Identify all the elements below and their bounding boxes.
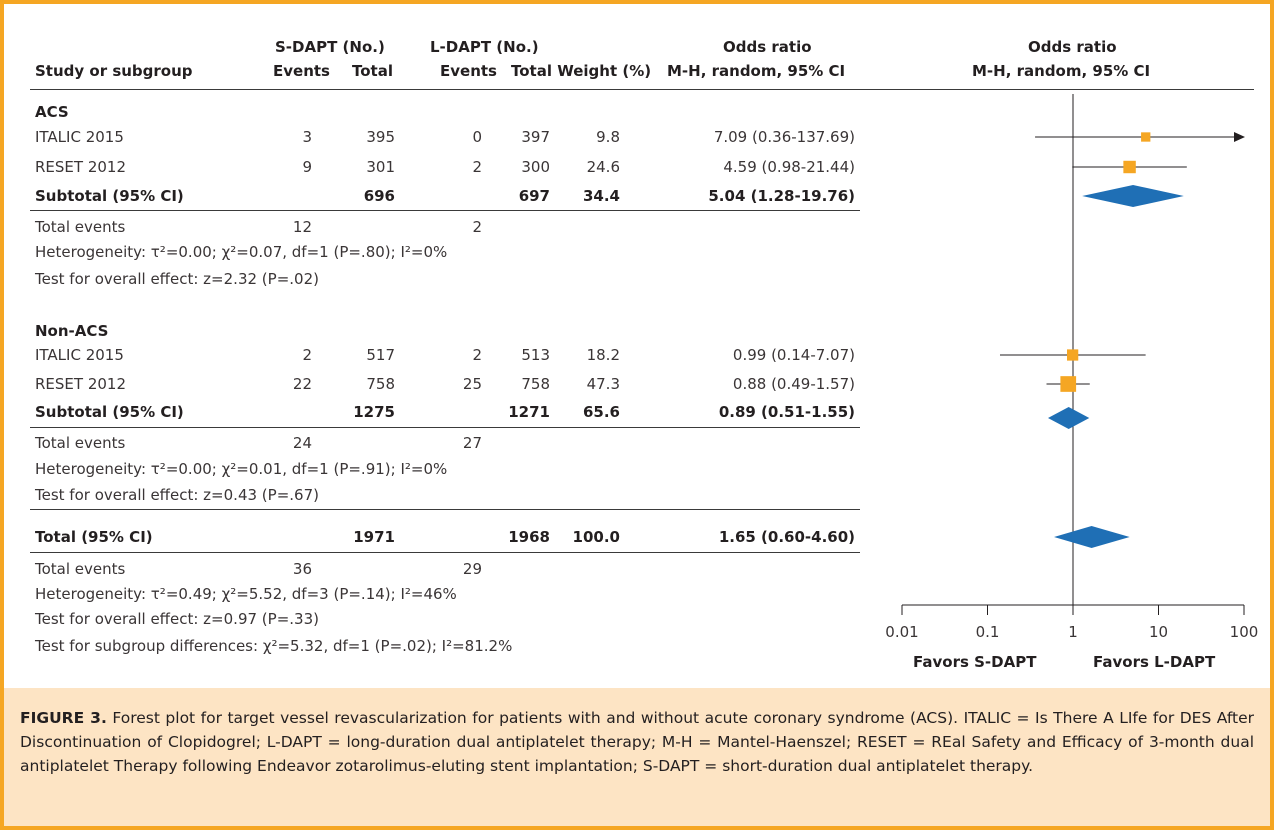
- weight: 9.8: [596, 128, 620, 146]
- overall-effect-text: Test for overall effect: z=2.32 (P=.02): [35, 270, 319, 288]
- x-tick-label: 1: [1068, 623, 1078, 641]
- weight: 18.2: [586, 346, 620, 364]
- heterogeneity-text: Heterogeneity: τ²=0.00; χ²=0.07, df=1 (P…: [35, 243, 448, 261]
- or-text: 0.99 (0.14-7.07): [732, 346, 855, 364]
- or-text: 0.88 (0.49-1.57): [732, 375, 855, 393]
- l-total: 397: [521, 128, 550, 146]
- subtotal-l-total: 697: [518, 187, 550, 205]
- group-rule: [30, 509, 860, 510]
- x-tick-label: 10: [1149, 623, 1168, 641]
- weight: 24.6: [586, 158, 620, 176]
- l-events: 2: [472, 158, 482, 176]
- study-name: ITALIC 2015: [35, 346, 124, 364]
- total-events-label: Total events: [35, 434, 126, 452]
- group-name: Non-ACS: [35, 322, 109, 340]
- pooled-diamond: [1047, 407, 1090, 429]
- total-rule: [30, 552, 860, 553]
- s-total: 758: [366, 375, 395, 393]
- total-events-s: 24: [292, 434, 312, 452]
- l-total: 300: [521, 158, 550, 176]
- x-tick-label: 100: [1230, 623, 1259, 641]
- l-events: 2: [472, 346, 482, 364]
- or-text: 4.59 (0.98-21.44): [723, 158, 855, 176]
- subtotal-rule: [30, 210, 860, 211]
- s-total: 517: [366, 346, 395, 364]
- total-label: Total (95% CI): [35, 528, 153, 546]
- overall-effect-text: Test for overall effect: z=0.43 (P=.67): [35, 486, 319, 504]
- heterogeneity-text: Heterogeneity: τ²=0.00; χ²=0.01, df=1 (P…: [35, 460, 448, 478]
- header-sdapt: S-DAPT (No.): [275, 38, 385, 56]
- subtotal-weight: 65.6: [582, 403, 620, 421]
- subtotal-weight: 34.4: [582, 187, 620, 205]
- total-or-text: 1.65 (0.60-4.60): [718, 528, 855, 546]
- subtotal-s-total: 1275: [353, 403, 395, 421]
- total-events-l: 27: [462, 434, 482, 452]
- l-total: 758: [521, 375, 550, 393]
- caption-label: FIGURE 3.: [20, 709, 107, 727]
- forest-plot-panel: [0, 0, 1274, 688]
- header-s-events: Events: [273, 62, 330, 80]
- subtotal-or-text: 5.04 (1.28-19.76): [708, 187, 855, 205]
- total-s-total: 1971: [353, 528, 395, 546]
- header-l-total-weight: Total Weight (%): [511, 62, 652, 80]
- header-l-events: Events: [440, 62, 497, 80]
- forest-plot: 0.01 0.1 1 10 100: [885, 94, 1259, 641]
- s-events: 9: [302, 158, 312, 176]
- total-events-s: 12: [292, 218, 312, 236]
- heterogeneity-text: Heterogeneity: τ²=0.49; χ²=5.52, df=3 (P…: [35, 585, 457, 603]
- study-name: ITALIC 2015: [35, 128, 124, 146]
- subtotal-label: Subtotal (95% CI): [35, 187, 184, 205]
- total-weight: 100.0: [572, 528, 620, 546]
- header-or-method-plot: M-H, random, 95% CI: [972, 62, 1151, 80]
- subtotal-or-text: 0.89 (0.51-1.55): [718, 403, 855, 421]
- s-events: 2: [302, 346, 312, 364]
- overall-effect-text: Test for overall effect: z=0.97 (P=.33): [35, 610, 319, 628]
- or-text: 7.09 (0.36-137.69): [713, 128, 855, 146]
- total-events-label: Total events: [35, 218, 126, 236]
- study-marker: [1141, 132, 1151, 142]
- study-marker: [1060, 376, 1077, 392]
- subtotal-label: Subtotal (95% CI): [35, 403, 184, 421]
- study-marker: [1123, 160, 1136, 174]
- weight: 47.3: [586, 375, 620, 393]
- favors-left-label: Favors S-DAPT: [913, 653, 1037, 671]
- subtotal-rule: [30, 427, 860, 428]
- header-s-total: Total: [352, 62, 393, 80]
- s-total: 301: [366, 158, 395, 176]
- subtotal-s-total: 696: [363, 187, 395, 205]
- subtotal-l-total: 1271: [508, 403, 550, 421]
- group-name: ACS: [35, 103, 69, 121]
- total-events-l: 2: [472, 218, 482, 236]
- l-total: 513: [521, 346, 550, 364]
- study-marker: [1067, 349, 1079, 361]
- total-events-l: 29: [462, 560, 482, 578]
- header-rule: [30, 89, 1254, 90]
- header-or-title: Odds ratio: [723, 38, 812, 56]
- header-ldapt: L-DAPT (No.): [430, 38, 539, 56]
- header-or-title-plot: Odds ratio: [1028, 38, 1117, 56]
- total-events-s: 36: [292, 560, 312, 578]
- subgroup-differences-text: Test for subgroup differences: χ²=5.32, …: [35, 637, 513, 655]
- s-events: 3: [302, 128, 312, 146]
- caption-box: [0, 688, 1274, 830]
- total-events-label: Total events: [35, 560, 126, 578]
- favors-right-label: Favors L-DAPT: [1093, 653, 1216, 671]
- l-events: 0: [472, 128, 482, 146]
- study-name: RESET 2012: [35, 158, 127, 176]
- header-study: Study or subgroup: [35, 62, 193, 80]
- figure-caption: FIGURE 3. Forest plot for target vessel …: [20, 706, 1254, 778]
- s-events: 22: [292, 375, 312, 393]
- caption-text: Forest plot for target vessel revascular…: [20, 709, 1255, 775]
- pooled-diamond: [1082, 185, 1184, 207]
- total-l-total: 1968: [508, 528, 550, 546]
- s-total: 395: [366, 128, 395, 146]
- pooled-diamond: [1054, 526, 1130, 548]
- ci-arrow: [1234, 132, 1245, 142]
- x-tick-label: 0.1: [976, 623, 1000, 641]
- header-or-method: M-H, random, 95% CI: [667, 62, 846, 80]
- x-tick-label: 0.01: [885, 623, 918, 641]
- study-name: RESET 2012: [35, 375, 127, 393]
- l-events: 25: [462, 375, 482, 393]
